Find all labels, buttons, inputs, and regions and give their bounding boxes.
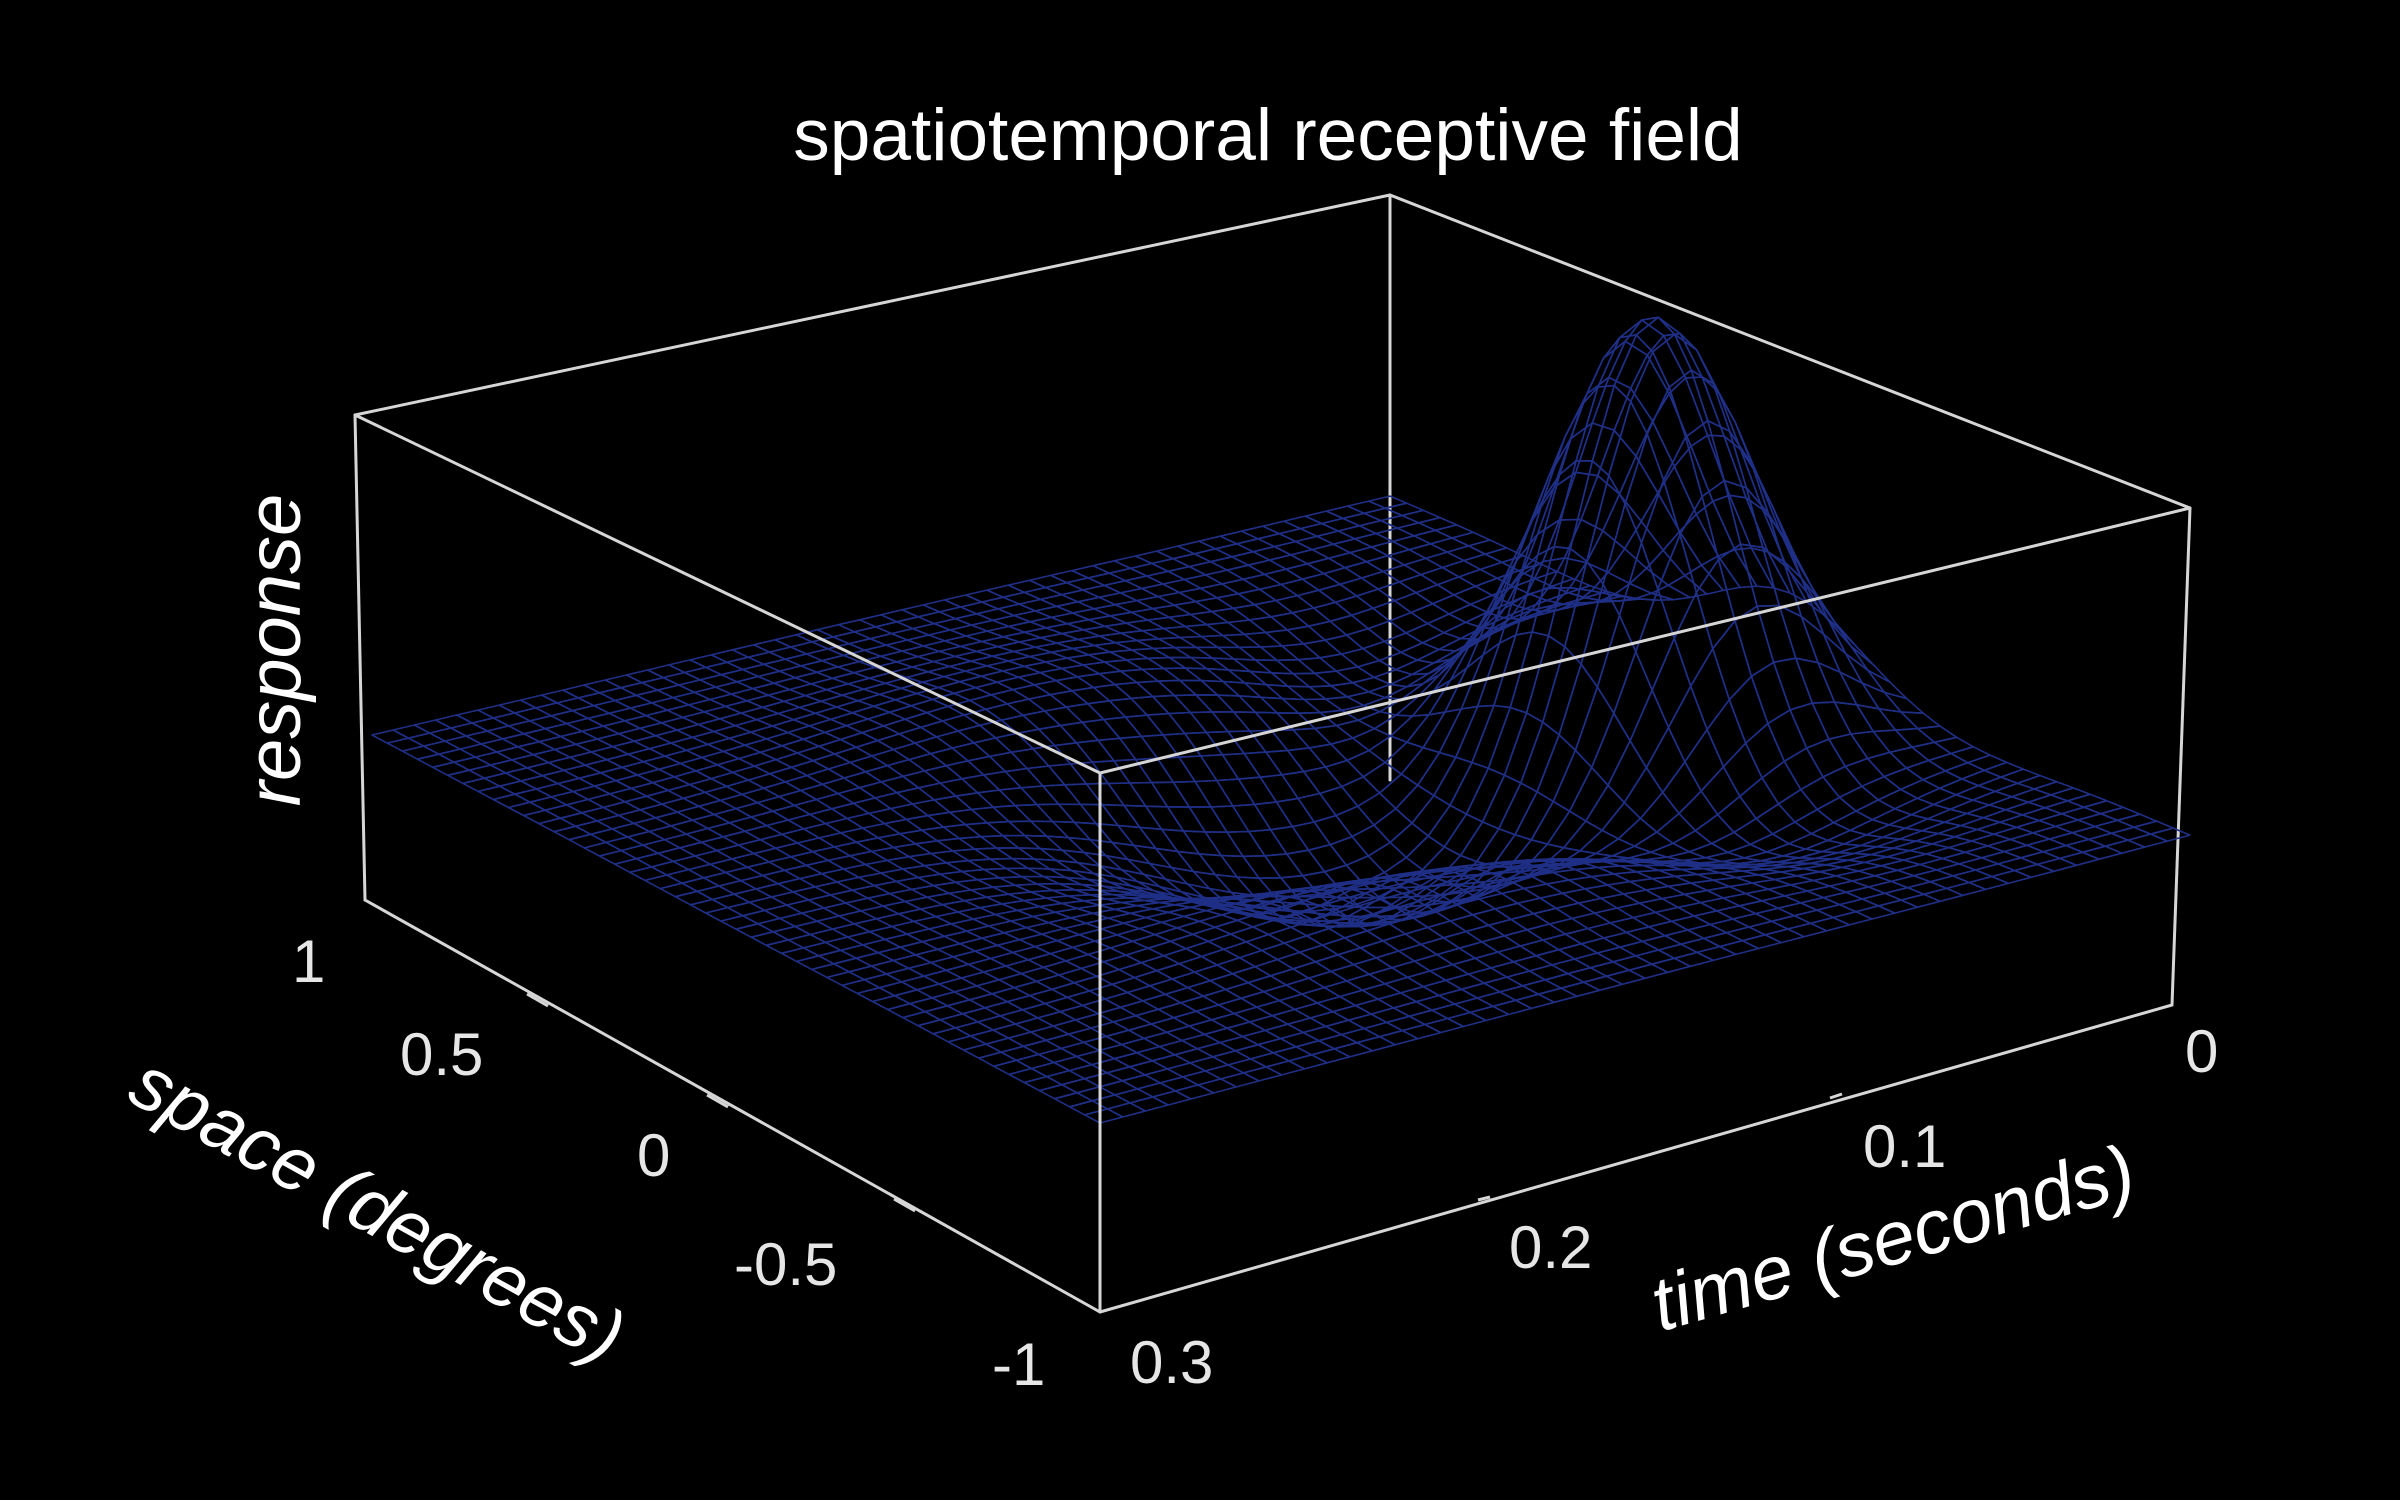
- response-axis-label: response: [232, 494, 317, 807]
- time-tick-label: 0: [2185, 1018, 2218, 1085]
- time-tick-label: 0.1: [1863, 1113, 1946, 1180]
- box-edge-front-top-left: [353, 413, 1102, 775]
- box-edge-top-back: [353, 193, 1392, 417]
- time-axis-line: [1098, 1003, 2174, 1314]
- space-tick-label: -0.5: [734, 1231, 837, 1298]
- time-tick-mark: [1829, 1092, 1843, 1100]
- space-tick-mark: [893, 1197, 916, 1213]
- time-tick-mark: [1477, 1195, 1491, 1202]
- time-tick-label: 0.3: [1130, 1329, 1213, 1396]
- space-tick-label: 1: [292, 928, 325, 995]
- space-axis-ticks: 1 0.5 0 -0.5 -1: [292, 928, 1045, 1398]
- box-edge-front-top-right: [1098, 506, 2192, 775]
- space-axis-line: [363, 898, 1102, 1314]
- space-tick-label: 0.5: [400, 1021, 483, 1088]
- axes-box-front: [353, 413, 2192, 1314]
- space-tick-mark: [706, 1093, 729, 1109]
- axes-box-back: [353, 193, 2192, 1007]
- box-edge-back-left: [353, 413, 367, 902]
- time-axis-ticks: 0 0.1 0.2 0.3: [1130, 1018, 2218, 1396]
- space-tick-label: 0: [637, 1122, 670, 1189]
- surface-patch: [1617, 597, 1658, 602]
- box-edge-back-right: [2170, 506, 2192, 1007]
- space-tick-label: -1: [992, 1331, 1045, 1398]
- box-edge-top-right: [1388, 193, 2192, 510]
- time-tick-label: 0.2: [1509, 1214, 1592, 1281]
- response-surface: [371, 316, 2191, 1124]
- chart-title: spatiotemporal receptive field: [793, 95, 1743, 176]
- space-tick-mark: [526, 992, 549, 1008]
- surface-patch: [1322, 925, 1362, 928]
